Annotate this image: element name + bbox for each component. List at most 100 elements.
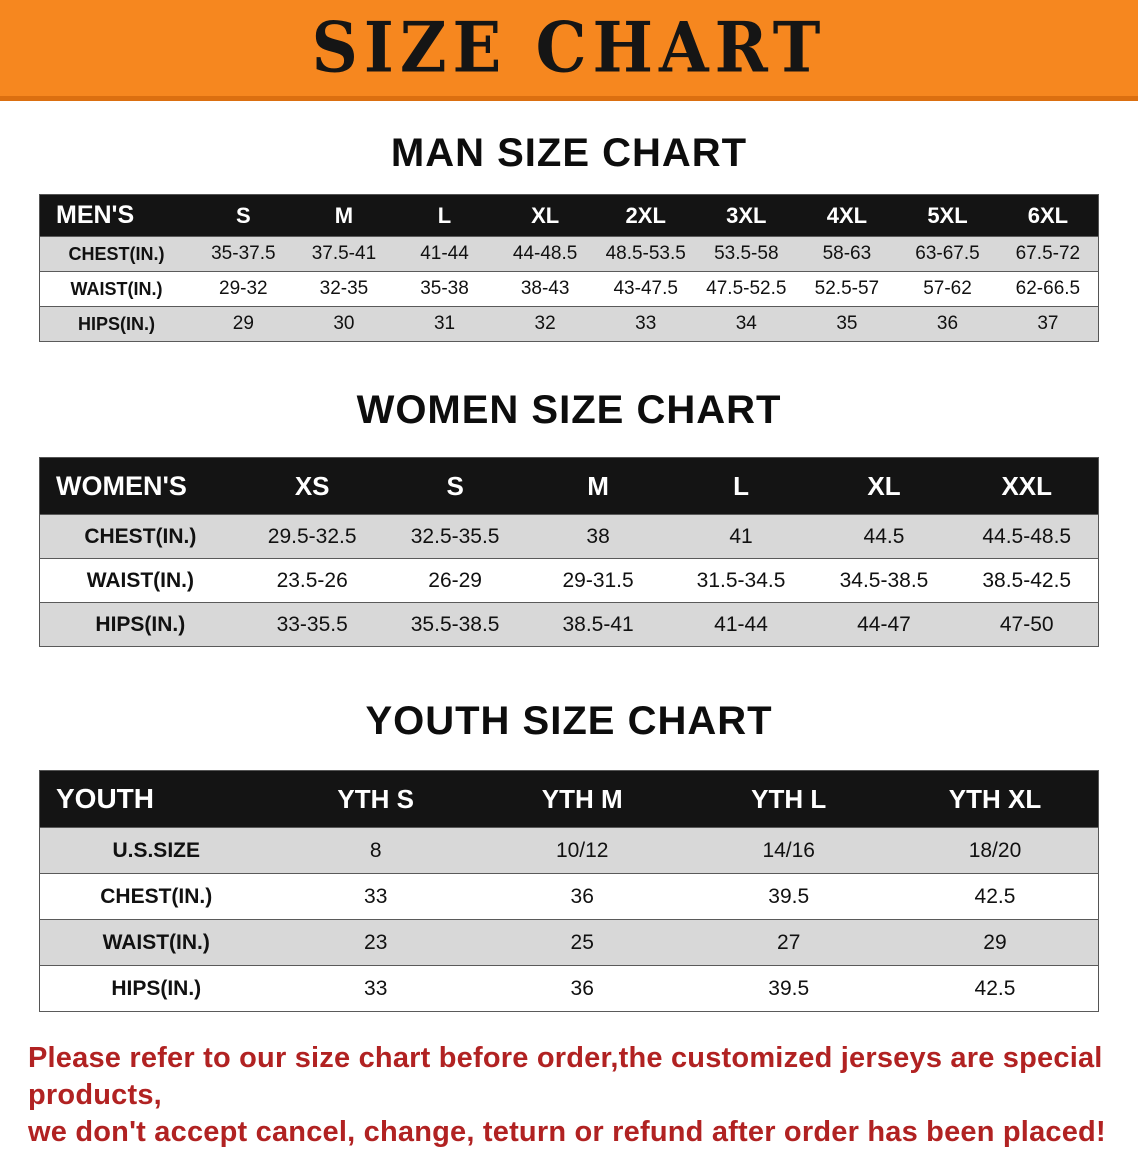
value-cell: 26-29 — [428, 568, 482, 592]
value-cell: 36 — [570, 884, 594, 908]
row-label: CHEST(IN.) — [100, 884, 213, 908]
youth-size-header-cell: YTH S — [272, 770, 479, 828]
value-cell: 44.5-48.5 — [982, 524, 1072, 548]
women-size-header-cell: XXL — [955, 457, 1099, 515]
row-label: U.S.SIZE — [112, 838, 200, 862]
value-cell: 29.5-32.5 — [267, 524, 357, 548]
value-cell: 47-50 — [999, 612, 1054, 636]
value-cell: 38.5-42.5 — [982, 568, 1072, 592]
youth-measure-row: HIPS(IN.) 33 36 39.5 42.5 — [39, 965, 1099, 1012]
youth-size-header-cell: YTH L — [685, 770, 892, 828]
section-men: MAN SIZE CHART MEN'S S M L XL 2XL 3XL 4XL 5XL 6XL C… — [0, 131, 1138, 342]
youth-table-title-cell: YOUTH — [39, 770, 273, 828]
youth-measure-row: U.S.SIZE 8 10/12 14/16 18/20 — [39, 827, 1099, 874]
men-size-header-cell: 2XL — [595, 194, 697, 237]
value-cell: 41-44 — [420, 243, 469, 264]
women-measure-row: HIPS(IN.) 33-35.5 35.5-38.5 38.5-41 41-44 44-… — [39, 602, 1099, 647]
men-size-header-cell: 3XL — [696, 194, 797, 237]
value-cell: 32.5-35.5 — [410, 524, 500, 548]
value-cell: 41 — [729, 524, 753, 548]
value-cell: 8 — [369, 838, 382, 862]
value-cell: 44-48.5 — [512, 243, 578, 264]
notice-line-1: Please refer to our size chart before or… — [28, 1042, 1103, 1112]
youth-measure-row: WAIST(IN.) 23 25 27 29 — [39, 919, 1099, 966]
value-cell: 53.5-58 — [714, 243, 779, 264]
value-cell: 33 — [364, 976, 388, 1000]
value-cell: 42.5 — [974, 884, 1016, 908]
value-cell: 23.5-26 — [276, 568, 348, 592]
women-size-header-cell: S — [383, 457, 527, 515]
value-cell: 10/12 — [555, 838, 609, 862]
value-cell: 36 — [936, 313, 959, 334]
youth-size-header-cell: YTH XL — [891, 770, 1099, 828]
women-size-header-cell: M — [526, 457, 670, 515]
youth-measure-row: CHEST(IN.) 33 36 39.5 42.5 — [39, 873, 1099, 920]
value-cell: 31 — [433, 313, 456, 334]
value-cell: 39.5 — [768, 884, 810, 908]
value-cell: 34.5-38.5 — [839, 568, 929, 592]
value-cell: 44-47 — [857, 612, 911, 636]
footer-notice: Please refer to our size chart before or… — [0, 1040, 1138, 1151]
women-size-header-cell: XL — [812, 457, 956, 515]
value-cell: 35-37.5 — [211, 243, 276, 264]
women-size-header-cell: XS — [240, 457, 384, 515]
value-cell: 52.5-57 — [814, 278, 880, 299]
value-cell: 35 — [836, 313, 858, 334]
notice-line-2: we don't accept cancel, change, teturn o… — [28, 1116, 1106, 1149]
youth-size-header-cell: YTH M — [478, 770, 686, 828]
men-size-chart-heading: MAN SIZE CHART — [390, 131, 748, 175]
value-cell: 34 — [735, 313, 757, 334]
value-cell: 58-63 — [822, 243, 872, 264]
men-measure-row: HIPS(IN.) 29 30 31 32 33 34 35 36 37 — [39, 306, 1099, 342]
men-measure-row: CHEST(IN.) 35-37.5 37.5-41 41-44 44-48.5 48.5… — [39, 236, 1099, 272]
value-cell: 33-35.5 — [276, 612, 348, 636]
women-header-row: WOMEN'S XS S M L XL XXL — [39, 457, 1099, 515]
value-cell: 62-66.5 — [1015, 278, 1081, 299]
value-cell: 63-67.5 — [915, 243, 980, 264]
value-cell: 41-44 — [714, 612, 768, 636]
value-cell: 29 — [232, 313, 254, 334]
men-measure-row: WAIST(IN.) 29-32 32-35 35-38 38-43 43-47.5 47.… — [39, 271, 1099, 307]
row-label: HIPS(IN.) — [78, 313, 156, 334]
row-label: HIPS(IN.) — [111, 976, 202, 1000]
row-label: HIPS(IN.) — [95, 612, 186, 636]
row-label: CHEST(IN.) — [68, 243, 165, 264]
value-cell: 27 — [777, 930, 801, 954]
value-cell: 30 — [333, 313, 355, 334]
value-cell: 33 — [635, 313, 657, 334]
value-cell: 42.5 — [974, 976, 1016, 1000]
men-size-header-cell: 4XL — [796, 194, 898, 237]
value-cell: 29-31.5 — [562, 568, 634, 592]
value-cell: 32 — [534, 313, 556, 334]
row-label: CHEST(IN.) — [84, 524, 197, 548]
value-cell: 35.5-38.5 — [410, 612, 500, 636]
sections-container: MAN SIZE CHART MEN'S S M L XL 2XL 3XL 4XL 5XL 6XL C… — [0, 131, 1138, 1012]
value-cell: 31.5-34.5 — [696, 568, 786, 592]
youth-header-row: YOUTH YTH S YTH M YTH L YTH XL — [39, 770, 1099, 828]
value-cell: 47.5-52.5 — [706, 278, 787, 299]
value-cell: 36 — [570, 976, 594, 1000]
banner: SIZE CHART — [0, 0, 1138, 101]
value-cell: 67.5-72 — [1015, 243, 1081, 264]
men-size-header-cell: 5XL — [897, 194, 998, 237]
value-cell: 37.5-41 — [311, 243, 377, 264]
value-cell: 25 — [570, 930, 594, 954]
women-size-chart-heading: WOMEN SIZE CHART — [356, 388, 782, 432]
value-cell: 32-35 — [319, 278, 369, 299]
value-cell: 14/16 — [762, 838, 815, 862]
value-cell: 57-62 — [923, 278, 972, 299]
value-cell: 37 — [1037, 313, 1059, 334]
men-header-row: MEN'S S M L XL 2XL 3XL 4XL 5XL 6XL — [39, 194, 1099, 237]
row-label: WAIST(IN.) — [86, 568, 195, 592]
value-cell: 39.5 — [768, 976, 810, 1000]
value-cell: 38-43 — [520, 278, 570, 299]
youth-size-table: YOUTH YTH S YTH M YTH L YTH XL U.S.SIZE 8 10/12… — [39, 770, 1099, 1012]
women-table-title-cell: WOMEN'S — [39, 457, 241, 515]
value-cell: 38.5-41 — [562, 612, 634, 636]
youth-size-chart-heading: YOUTH SIZE CHART — [365, 699, 773, 743]
men-size-header-cell: L — [394, 194, 495, 237]
value-cell: 48.5-53.5 — [605, 243, 686, 264]
women-measure-row: WAIST(IN.) 23.5-26 26-29 29-31.5 31.5-34.5 34… — [39, 558, 1099, 603]
men-size-header-cell: XL — [494, 194, 596, 237]
